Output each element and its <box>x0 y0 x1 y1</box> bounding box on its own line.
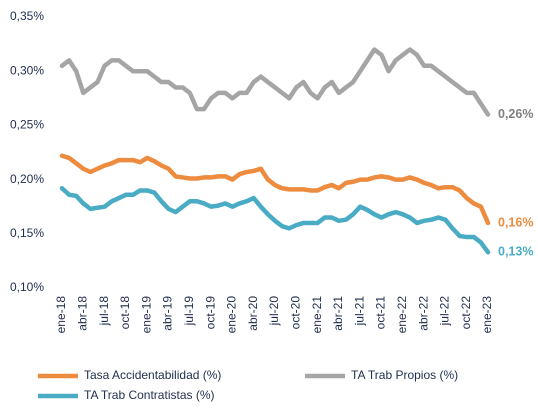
series-line <box>59 47 491 117</box>
value-label: 0,26% <box>498 107 533 121</box>
series-line <box>59 186 491 255</box>
x-tick-label: ene-23 <box>480 296 494 334</box>
x-tick-label: ene-21 <box>310 296 324 334</box>
x-tick-label: abr-18 <box>75 296 89 331</box>
x-tick-label: oct-18 <box>118 296 132 330</box>
y-tick-label: 0,25% <box>10 118 44 132</box>
x-tick-label: oct-20 <box>288 296 302 330</box>
x-tick-label: jul-19 <box>182 296 196 327</box>
value-label: 0,16% <box>498 215 533 229</box>
legend-label: TA Trab Contratistas (%) <box>84 388 214 402</box>
x-tick-label: jul-18 <box>97 296 111 327</box>
x-tick-label: ene-18 <box>54 296 68 334</box>
x-tick-label: abr-21 <box>331 296 345 331</box>
x-tick-label: oct-22 <box>459 296 473 330</box>
x-tick-label: abr-22 <box>416 296 430 331</box>
series-line <box>59 153 491 226</box>
y-tick-label: 0,15% <box>10 226 44 240</box>
x-tick-label: jul-22 <box>438 296 452 327</box>
legend-label: Tasa Accidentabilidad (%) <box>84 368 221 382</box>
x-tick-label: oct-19 <box>203 296 217 330</box>
value-label: 0,13% <box>498 245 533 259</box>
x-tick-label: ene-22 <box>395 296 409 334</box>
x-tick-label: jul-21 <box>352 296 366 327</box>
x-tick-label: oct-21 <box>374 296 388 330</box>
x-tick-label: abr-20 <box>246 296 260 331</box>
x-tick-label: ene-19 <box>139 296 153 334</box>
x-tick-label: ene-20 <box>225 296 239 334</box>
x-tick-label: abr-19 <box>161 296 175 331</box>
legend-label: TA Trab Propios (%) <box>351 368 458 382</box>
y-tick-label: 0,10% <box>10 280 44 294</box>
y-tick-label: 0,35% <box>10 9 44 23</box>
y-tick-label: 0,30% <box>10 63 44 77</box>
x-tick-label: jul-20 <box>267 296 281 327</box>
y-tick-label: 0,20% <box>10 172 44 186</box>
